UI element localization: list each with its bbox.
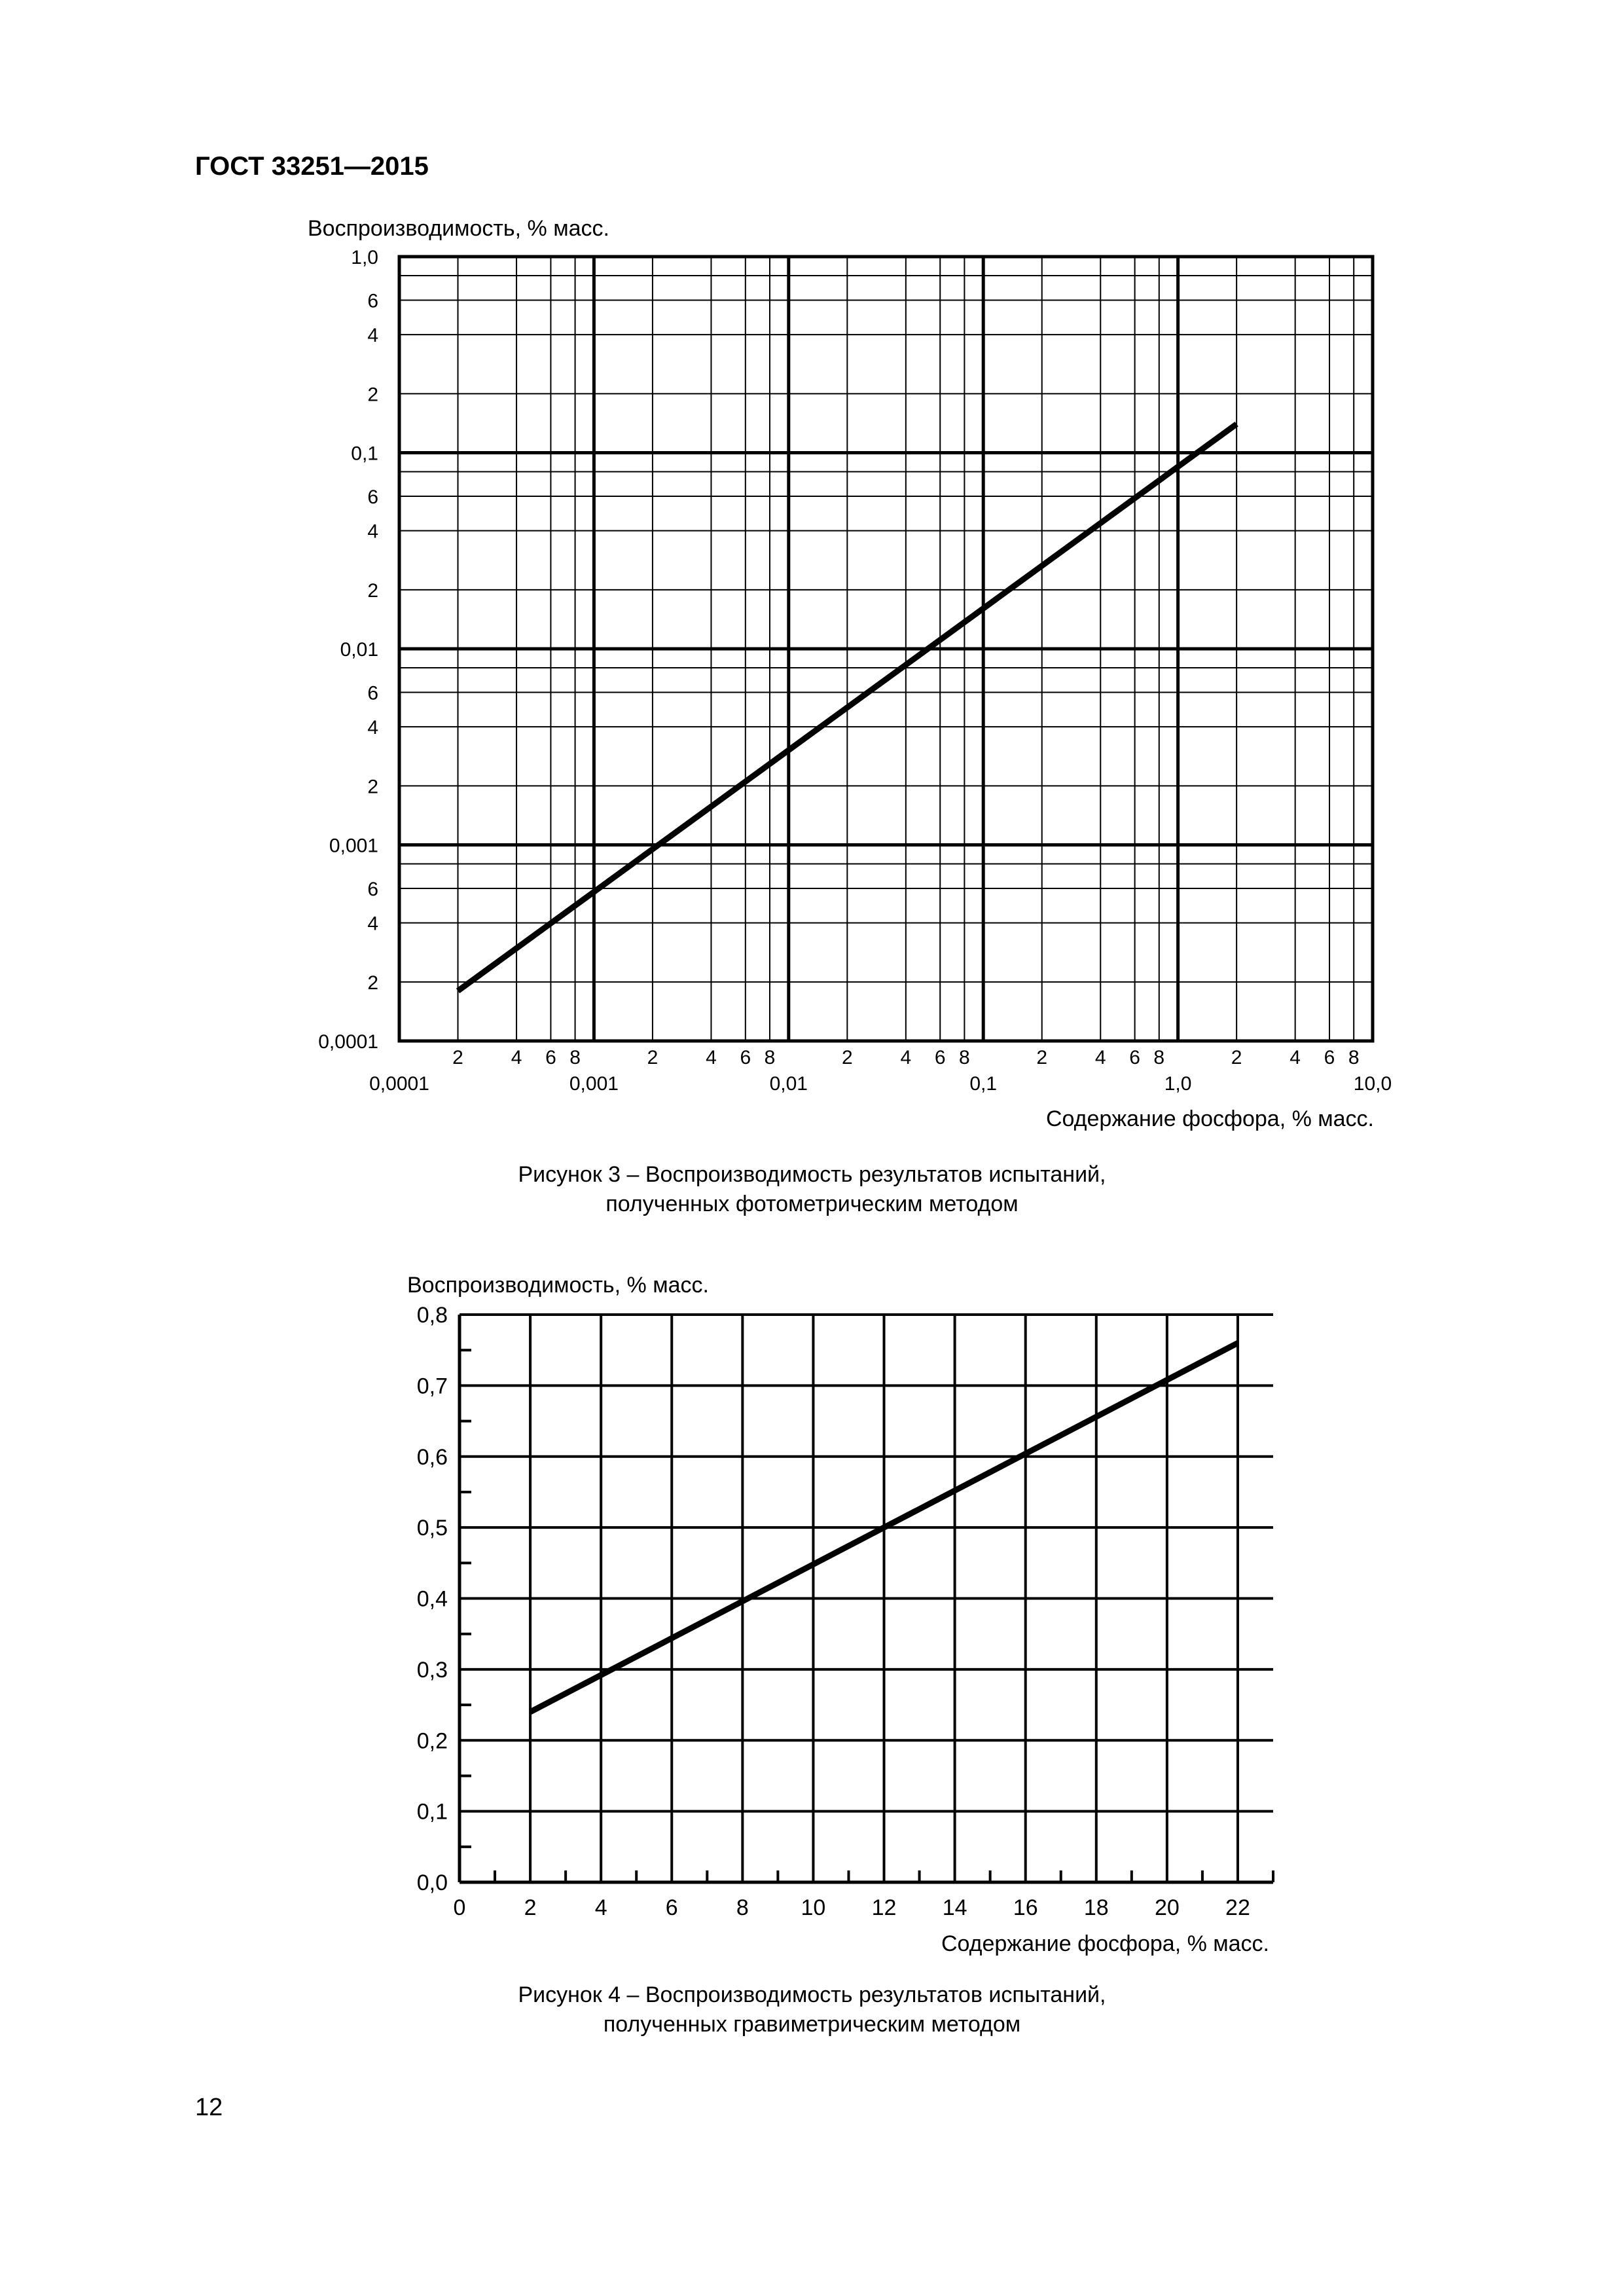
chart2-y-tick-label: 0,6 bbox=[417, 1445, 448, 1470]
chart2-x-tick-label: 4 bbox=[595, 1895, 607, 1920]
chart2-y-tick-label: 0,2 bbox=[417, 1728, 448, 1753]
chart1-x-minor-label: 4 bbox=[1290, 1047, 1301, 1068]
chart1-x-minor-label: 6 bbox=[740, 1047, 751, 1068]
chart1-x-tick-label: 0,1 bbox=[969, 1073, 997, 1095]
chart1-x-minor-label: 8 bbox=[1153, 1047, 1164, 1068]
chart1-y-minor-label: 2 bbox=[367, 972, 378, 994]
chart1-x-tick-label: 0,001 bbox=[569, 1073, 619, 1095]
chart1-x-minor-label: 6 bbox=[545, 1047, 556, 1068]
chart2-x-tick-label: 16 bbox=[1013, 1895, 1038, 1920]
chart2-x-tick-label: 20 bbox=[1155, 1895, 1180, 1920]
document-code: ГОСТ 33251—2015 bbox=[195, 152, 429, 181]
figure4-caption: Рисунок 4 – Воспроизводимость результато… bbox=[0, 1980, 1624, 2039]
chart1-y-minor-label: 4 bbox=[367, 717, 378, 738]
chart2-x-tick-label: 18 bbox=[1084, 1895, 1109, 1920]
figure3-caption: Рисунок 3 – Воспроизводимость результато… bbox=[0, 1160, 1624, 1219]
chart1-x-tick-label: 0,0001 bbox=[369, 1073, 429, 1095]
chart2-y-tick-label: 0,1 bbox=[417, 1800, 448, 1825]
chart1-x-minor-label: 6 bbox=[1129, 1047, 1140, 1068]
chart1-x-minor-label: 2 bbox=[452, 1047, 463, 1068]
chart1-series-line bbox=[456, 422, 1238, 994]
chart2-x-tick-label: 10 bbox=[801, 1895, 826, 1920]
chart1-x-minor-label: 6 bbox=[935, 1047, 946, 1068]
chart1-x-minor-label: 4 bbox=[901, 1047, 912, 1068]
chart1-y-tick-label: 0,0001 bbox=[318, 1031, 378, 1053]
chart2-y-tick-label: 0,4 bbox=[417, 1587, 448, 1612]
figure3-caption-line1: Рисунок 3 – Воспроизводимость результато… bbox=[518, 1162, 1106, 1187]
chart1-y-minor-label: 4 bbox=[367, 521, 378, 543]
chart1-x-minor-label: 4 bbox=[511, 1047, 522, 1068]
chart1-x-minor-label: 8 bbox=[569, 1047, 581, 1068]
chart1-x-tick-label: 0,01 bbox=[770, 1073, 808, 1095]
chart1-y-minor-label: 4 bbox=[367, 913, 378, 935]
chart1-y-tick-label: 0,1 bbox=[351, 443, 378, 465]
chart1-x-minor-label: 8 bbox=[959, 1047, 970, 1068]
chart1-x-minor-label: 2 bbox=[842, 1047, 853, 1068]
chart1-x-minor-label: 6 bbox=[1324, 1047, 1335, 1068]
chart1-y-minor-label: 4 bbox=[367, 325, 378, 346]
figure3-caption-line2: полученных фотометрическим методом bbox=[605, 1192, 1019, 1216]
chart2-xlabel: Содержание фосфора, % масс. bbox=[941, 1931, 1269, 1956]
figure4-caption-line1: Рисунок 4 – Воспроизводимость результато… bbox=[518, 1982, 1106, 2007]
chart1-y-minor-label: 6 bbox=[367, 682, 378, 704]
chart1-xlabel: Содержание фосфора, % масс. bbox=[1045, 1106, 1374, 1131]
chart1-ylabel: Воспроизводимость, % масс. bbox=[308, 216, 609, 241]
chart2-y-tick-label: 0,0 bbox=[417, 1870, 448, 1895]
chart2-y-tick-label: 0,8 bbox=[417, 1303, 448, 1328]
chart1-x-minor-label: 2 bbox=[1036, 1047, 1047, 1068]
chart1-x-minor-label: 4 bbox=[706, 1047, 717, 1068]
chart2-y-tick-label: 0,3 bbox=[417, 1658, 448, 1683]
chart1-x-minor-label: 8 bbox=[765, 1047, 776, 1068]
chart1-y-minor-label: 2 bbox=[367, 580, 378, 602]
chart2-series-line bbox=[529, 1340, 1240, 1715]
chart1-y-tick-label: 1,0 bbox=[351, 247, 378, 268]
chart2-y-tick-label: 0,7 bbox=[417, 1374, 448, 1398]
chart1-frame bbox=[397, 255, 1375, 1043]
chart2-x-tick-label: 12 bbox=[872, 1895, 897, 1920]
chart1-y-minor-label: 2 bbox=[367, 776, 378, 797]
chart2-x-tick-label: 0 bbox=[454, 1895, 466, 1920]
chart1-x-minor-label: 8 bbox=[1348, 1047, 1360, 1068]
chart1-x-tick-label: 10,0 bbox=[1354, 1073, 1392, 1095]
chart2-x-tick-label: 6 bbox=[666, 1895, 678, 1920]
chart2-y-tick-label: 0,5 bbox=[417, 1516, 448, 1540]
chart2-x-tick-label: 2 bbox=[524, 1895, 537, 1920]
figure4-caption-line2: полученных гравиметрическим методом bbox=[603, 2012, 1021, 2037]
chart1-y-minor-label: 6 bbox=[367, 879, 378, 900]
chart2-x-tick-label: 8 bbox=[736, 1895, 749, 1920]
chart1-y-minor-label: 2 bbox=[367, 384, 378, 405]
chart1-y-minor-label: 6 bbox=[367, 486, 378, 508]
chart1-y-tick-label: 0,01 bbox=[340, 639, 378, 661]
chart1-y-tick-label: 0,001 bbox=[329, 835, 378, 857]
chart1-x-minor-label: 2 bbox=[647, 1047, 659, 1068]
chart1-x-minor-label: 4 bbox=[1095, 1047, 1106, 1068]
chart2-x-tick-label: 14 bbox=[943, 1895, 967, 1920]
chart1-x-tick-label: 1,0 bbox=[1164, 1073, 1192, 1095]
chart1-x-minor-label: 2 bbox=[1231, 1047, 1242, 1068]
chart2-x-tick-label: 22 bbox=[1225, 1895, 1250, 1920]
chart2-ylabel: Воспроизводимость, % масс. bbox=[407, 1273, 709, 1298]
page-number: 12 bbox=[195, 2094, 223, 2121]
chart1-y-minor-label: 6 bbox=[367, 290, 378, 312]
